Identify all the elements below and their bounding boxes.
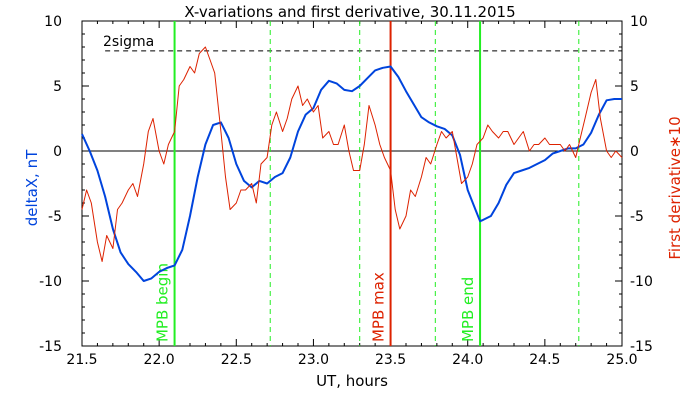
y-tick-label: -5	[48, 209, 62, 225]
y-tick-label: -10	[39, 274, 62, 290]
x-tick-label: 25.0	[606, 352, 637, 368]
y2-tick-label: 10	[630, 14, 648, 30]
y-tick-label: 10	[44, 14, 62, 30]
y2-axis-label: First derivative∗10	[666, 116, 684, 259]
plot-frame	[81, 20, 623, 347]
x-tick-label: 22.0	[144, 352, 175, 368]
x-tick-label: 22.5	[221, 352, 252, 368]
derivative-series-line	[81, 46, 623, 262]
y2-tick-label: -15	[630, 339, 653, 355]
y-tick-label: -15	[39, 339, 62, 355]
x-tick-label: 23.5	[375, 352, 406, 368]
chart-title: X-variations and first derivative, 30.11…	[184, 3, 515, 21]
threshold-label: 2sigma	[103, 34, 154, 50]
x-tick-label: 23.0	[298, 352, 329, 368]
y-tick-label: 0	[53, 144, 62, 160]
y2-tick-label: -5	[630, 209, 644, 225]
x-tick-label: 24.5	[529, 352, 560, 368]
x-tick-label: 24.0	[452, 352, 483, 368]
x-axis-label: UT, hours	[316, 372, 388, 390]
deltax-series-line	[81, 65, 622, 282]
y-axis-label: deltaX, nT	[23, 149, 41, 226]
event-line-label: MPB end	[459, 277, 477, 342]
y2-tick-label: 0	[630, 144, 639, 160]
y2-tick-label: -10	[630, 274, 653, 290]
event-line-label: MPB max	[370, 272, 388, 342]
y-tick-label: 5	[53, 79, 62, 95]
y2-tick-label: 5	[630, 79, 639, 95]
x-tick-label: 21.5	[66, 352, 97, 368]
event-line-label: MPB begin	[154, 263, 172, 342]
